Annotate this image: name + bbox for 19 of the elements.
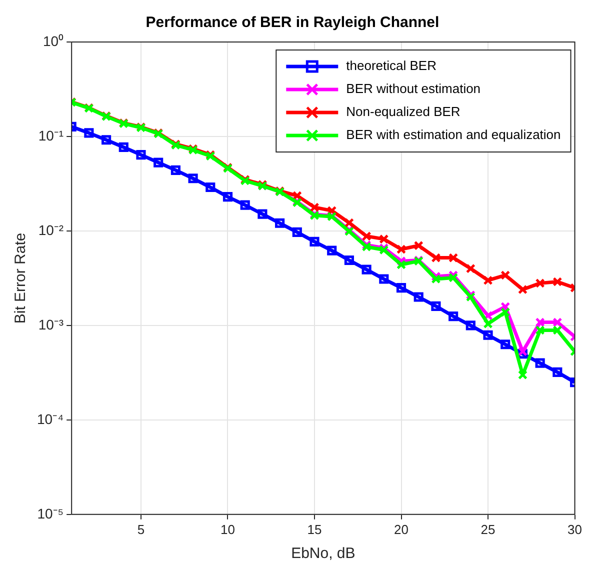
- x-tick-label: 15: [307, 522, 322, 537]
- y-tick-label: 10⁻⁴: [36, 410, 64, 427]
- legend-label: Non-equalized BER: [346, 104, 460, 120]
- y-tick-label: 10⁻⁵: [37, 505, 64, 522]
- y-axis-title: Bit Error Rate: [12, 232, 30, 324]
- legend-label: theoretical BER: [346, 58, 436, 74]
- x-tick-label: 10: [220, 522, 235, 537]
- x-axis-title: EbNo, dB: [291, 545, 356, 562]
- y-tick-label: 10⁻³: [38, 316, 64, 332]
- legend-label: BER without estimation: [346, 81, 481, 96]
- legend-label: BER with estimation and equalization: [346, 127, 561, 142]
- chart-title: Performance of BER in Rayleigh Channel: [146, 14, 440, 32]
- x-tick-label: 5: [137, 522, 145, 537]
- x-tick-label: 30: [568, 522, 582, 537]
- y-tick-label: 10⁻¹: [38, 127, 64, 144]
- x-tick-label: 25: [480, 522, 496, 537]
- y-tick-label: 10⁰: [43, 32, 64, 49]
- y-tick-label: 10⁻²: [38, 222, 64, 238]
- x-tick-label: 20: [394, 522, 408, 537]
